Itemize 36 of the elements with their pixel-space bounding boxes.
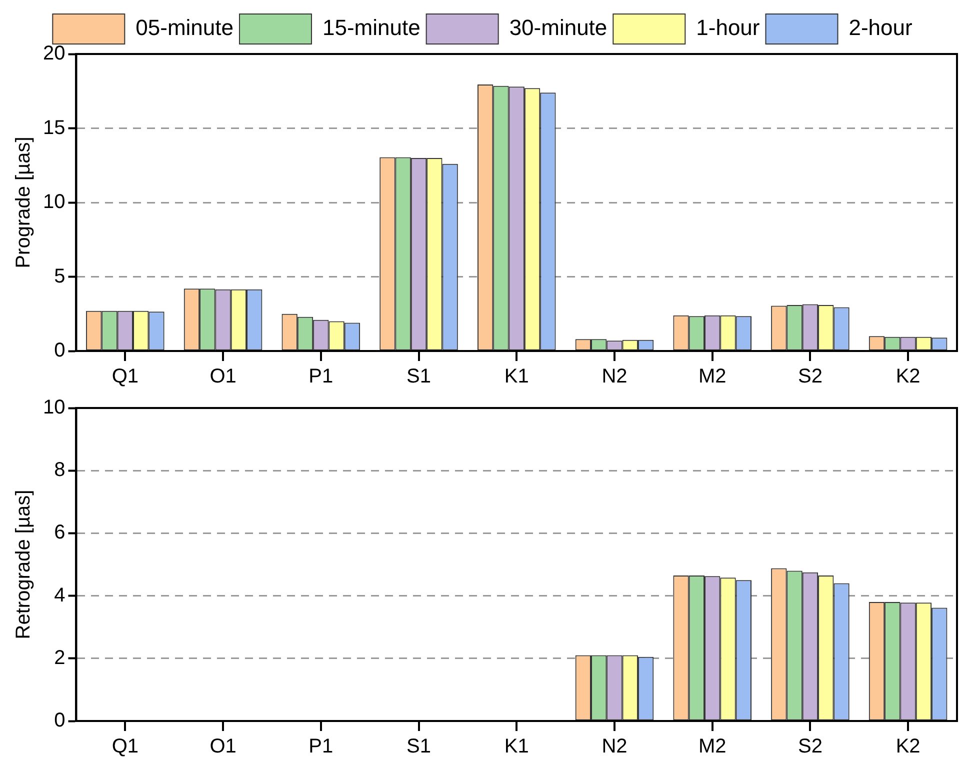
y-axis-title: Retrograde [µas] (12, 490, 35, 640)
x-tick-label: P1 (308, 366, 334, 388)
x-tick-label: P1 (308, 736, 334, 758)
x-tick-label: O1 (210, 366, 236, 388)
y-tick-label: 6 (54, 522, 66, 544)
y-tick-label: 15 (42, 116, 66, 139)
y-tick-label: 8 (54, 459, 66, 482)
legend-label: 05-minute (136, 15, 234, 40)
x-tick-label: K1 (504, 366, 529, 388)
y-tick-label: 5 (54, 265, 66, 288)
x-tick-label: Q1 (112, 366, 139, 388)
y-tick-label: 10 (42, 191, 66, 214)
y-tick-label: 0 (54, 340, 66, 362)
x-tick-label: N2 (602, 366, 628, 388)
legend-label: 2-hour (848, 15, 912, 40)
x-tick-label: Q1 (112, 736, 139, 758)
x-tick-label: M2 (698, 366, 726, 388)
legend-label: 15-minute (322, 15, 420, 40)
y-tick-label: 4 (54, 584, 66, 606)
x-tick-label: K2 (896, 366, 920, 388)
x-tick-label: S2 (798, 736, 822, 758)
x-tick-label: O1 (210, 736, 236, 758)
legend-label: 30-minute (509, 15, 608, 40)
y-tick-label: 20 (42, 42, 66, 65)
x-tick-label: S1 (406, 366, 431, 388)
x-tick-label: K2 (896, 736, 920, 758)
legend-label: 1-hour (696, 15, 760, 40)
y-tick-label: 0 (54, 710, 66, 732)
x-tick-label: N2 (602, 736, 628, 758)
x-tick-label: K1 (504, 736, 529, 758)
x-tick-label: S1 (406, 736, 431, 758)
y-tick-label: 2 (54, 646, 66, 669)
x-tick-label: S2 (798, 366, 822, 388)
y-axis-title: Prograde [µas] (12, 136, 35, 268)
x-tick-label: M2 (698, 736, 726, 758)
y-tick-label: 10 (42, 396, 66, 419)
